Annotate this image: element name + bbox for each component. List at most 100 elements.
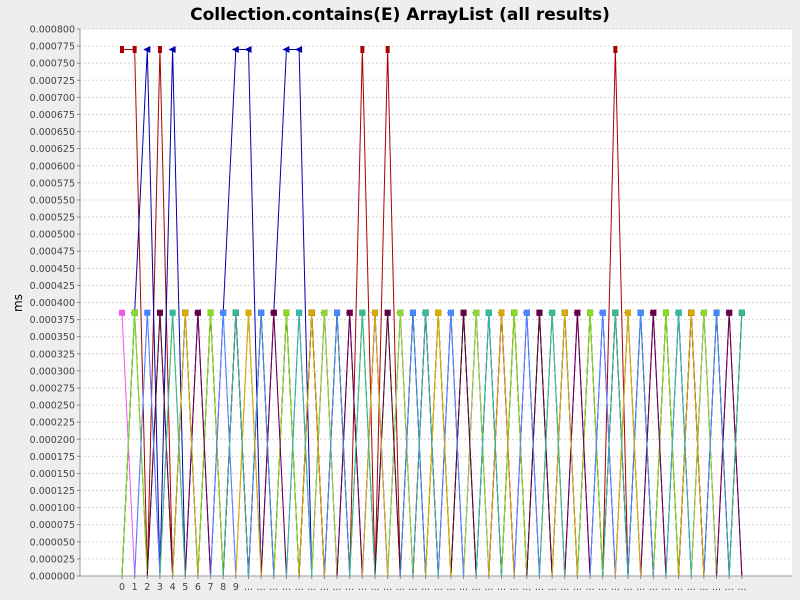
data-point [334, 309, 341, 316]
x-tick-label: ... [649, 582, 658, 593]
x-tick-label: ... [598, 582, 607, 593]
data-point [295, 46, 303, 54]
data-point [346, 309, 353, 316]
data-point [258, 309, 265, 316]
x-tick-label: 7 [208, 582, 214, 593]
data-point [156, 309, 163, 316]
data-point [738, 309, 745, 316]
data-point [599, 309, 606, 316]
x-tick-label: 3 [157, 582, 163, 593]
x-tick-label: ... [712, 582, 721, 593]
x-tick-label: ... [307, 582, 316, 593]
data-point [700, 309, 707, 316]
data-point [245, 309, 252, 316]
data-point [169, 309, 176, 316]
y-tick-label: 0.000075 [30, 520, 75, 531]
y-tick-label: 0.000325 [30, 349, 75, 360]
y-tick-label: 0.000100 [30, 503, 75, 514]
data-point [359, 309, 366, 316]
y-tick-label: 0.000700 [30, 93, 75, 104]
y-tick-label: 0.000300 [30, 366, 75, 377]
data-point [447, 309, 454, 316]
data-point [662, 309, 669, 316]
x-tick-label: 5 [182, 582, 188, 593]
y-tick-label: 0.000225 [30, 418, 75, 429]
y-tick-label: 0.000800 [30, 25, 75, 36]
data-point [296, 309, 303, 316]
x-tick-label: ... [522, 582, 531, 593]
y-tick-label: 0.000250 [30, 401, 75, 412]
x-tick-label: 0 [119, 582, 125, 593]
data-point [157, 46, 162, 54]
data-point [385, 46, 390, 54]
x-tick-label: ... [560, 582, 569, 593]
y-tick-label: 0.000350 [30, 332, 75, 343]
data-point [168, 46, 176, 54]
data-point [132, 46, 137, 54]
x-tick-label: 2 [144, 582, 150, 593]
x-tick-label: ... [320, 582, 329, 593]
x-tick-label: ... [295, 582, 304, 593]
data-point [625, 309, 631, 316]
x-tick-label: ... [459, 582, 468, 593]
data-point [536, 309, 543, 316]
x-tick-label: ... [345, 582, 354, 593]
y-tick-label: 0.000025 [30, 554, 75, 565]
data-point [460, 309, 467, 316]
x-tick-label: ... [687, 582, 696, 593]
x-tick-label: ... [358, 582, 367, 593]
data-point [713, 309, 720, 316]
data-point [283, 309, 290, 316]
y-tick-label: 0.000675 [30, 110, 75, 121]
x-tick-label: ... [586, 582, 595, 593]
x-axis-ticks: 0 1 2 3 4 5 6 7 8 9..............................… [119, 576, 746, 593]
data-point [231, 46, 239, 54]
x-tick-label: 6 [195, 582, 201, 593]
y-tick-label: 0.000375 [30, 315, 75, 326]
data-point [675, 309, 682, 316]
y-tick-label: 0.000775 [30, 42, 75, 53]
x-tick-label: ... [383, 582, 392, 593]
data-point [485, 309, 492, 316]
data-point [473, 309, 480, 316]
y-tick-label: 0.000625 [30, 144, 75, 155]
data-point [561, 309, 568, 316]
x-tick-label: 1 [132, 582, 138, 593]
data-point [574, 309, 581, 316]
x-tick-label: ... [636, 582, 645, 593]
y-tick-label: 0.000750 [30, 59, 75, 70]
data-point [194, 309, 201, 316]
x-tick-label: ... [611, 582, 620, 593]
x-tick-label: ... [725, 582, 734, 593]
data-point [282, 46, 290, 54]
data-point [144, 309, 151, 316]
x-tick-label: ... [446, 582, 455, 593]
x-tick-label: ... [484, 582, 493, 593]
data-point [244, 46, 252, 54]
x-tick-label: ... [623, 582, 632, 593]
data-point [511, 309, 518, 316]
x-tick-label: 4 [170, 582, 176, 593]
y-tick-label: 0.000050 [30, 537, 75, 548]
x-tick-label: ... [396, 582, 405, 593]
data-point [120, 46, 124, 54]
data-point [688, 309, 695, 316]
data-point [207, 309, 214, 316]
y-tick-label: 0.000150 [30, 469, 75, 480]
x-tick-label: ... [510, 582, 519, 593]
y-tick-label: 0.000575 [30, 178, 75, 189]
x-tick-label: ... [282, 582, 291, 593]
data-point [397, 309, 404, 316]
y-tick-label: 0.000400 [30, 298, 75, 309]
y-tick-label: 0.000425 [30, 281, 75, 292]
y-tick-label: 0.000125 [30, 486, 75, 497]
y-axis-ticks: 0.000000 0.000025 0.000050 0.000075 0.000100… [30, 25, 80, 583]
x-tick-label: ... [535, 582, 544, 593]
data-point [182, 309, 189, 316]
data-point [270, 309, 277, 316]
x-tick-label: ... [421, 582, 430, 593]
x-tick-label: ... [737, 582, 746, 593]
y-tick-label: 0.000650 [30, 127, 75, 138]
y-tick-label: 0.000200 [30, 435, 75, 446]
data-point [498, 309, 505, 316]
